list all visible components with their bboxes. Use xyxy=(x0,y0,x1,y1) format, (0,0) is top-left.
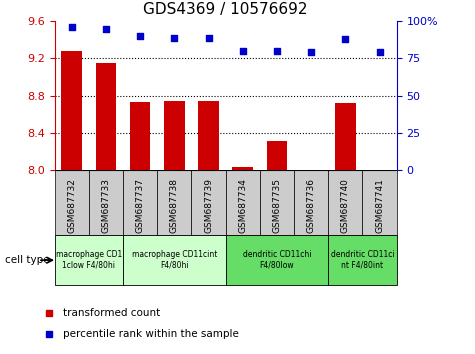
FancyBboxPatch shape xyxy=(55,235,123,285)
FancyBboxPatch shape xyxy=(294,170,328,235)
Text: percentile rank within the sample: percentile rank within the sample xyxy=(64,329,239,339)
Point xyxy=(171,35,178,40)
FancyBboxPatch shape xyxy=(55,170,89,235)
Point xyxy=(102,26,110,32)
Text: dendritic CD11chi
F4/80low: dendritic CD11chi F4/80low xyxy=(243,251,311,270)
Text: macrophage CD11cint
F4/80hi: macrophage CD11cint F4/80hi xyxy=(132,251,217,270)
Point xyxy=(376,50,383,55)
Bar xyxy=(198,101,219,170)
Text: macrophage CD1
1clow F4/80hi: macrophage CD1 1clow F4/80hi xyxy=(56,251,122,270)
Point xyxy=(68,24,76,30)
Text: GSM687741: GSM687741 xyxy=(375,178,384,233)
Point xyxy=(342,36,349,42)
FancyBboxPatch shape xyxy=(123,235,226,285)
Text: GSM687736: GSM687736 xyxy=(307,178,315,233)
FancyBboxPatch shape xyxy=(89,170,123,235)
Text: cell type: cell type xyxy=(5,255,49,265)
Bar xyxy=(164,101,185,170)
Point xyxy=(273,48,281,54)
FancyBboxPatch shape xyxy=(226,170,260,235)
Bar xyxy=(61,51,82,170)
Bar xyxy=(95,63,116,170)
Bar xyxy=(130,102,151,170)
FancyBboxPatch shape xyxy=(260,170,294,235)
Title: GDS4369 / 10576692: GDS4369 / 10576692 xyxy=(143,2,308,17)
Text: GSM687735: GSM687735 xyxy=(273,178,281,233)
Bar xyxy=(266,141,287,170)
Point xyxy=(136,33,144,39)
FancyBboxPatch shape xyxy=(328,235,397,285)
Point xyxy=(239,48,247,54)
Text: GSM687738: GSM687738 xyxy=(170,178,179,233)
Bar xyxy=(232,167,253,170)
Bar xyxy=(335,103,356,170)
FancyBboxPatch shape xyxy=(362,170,397,235)
Point xyxy=(307,50,315,55)
FancyBboxPatch shape xyxy=(226,235,328,285)
FancyBboxPatch shape xyxy=(157,170,191,235)
Text: GSM687737: GSM687737 xyxy=(136,178,144,233)
FancyBboxPatch shape xyxy=(328,170,362,235)
Text: GSM687733: GSM687733 xyxy=(102,178,110,233)
Point xyxy=(205,35,212,40)
FancyBboxPatch shape xyxy=(123,170,157,235)
Text: GSM687734: GSM687734 xyxy=(238,178,247,233)
Text: GSM687740: GSM687740 xyxy=(341,178,350,233)
Text: GSM687732: GSM687732 xyxy=(67,178,76,233)
Text: GSM687739: GSM687739 xyxy=(204,178,213,233)
Text: transformed count: transformed count xyxy=(64,308,161,318)
Text: dendritic CD11ci
nt F4/80int: dendritic CD11ci nt F4/80int xyxy=(331,251,394,270)
FancyBboxPatch shape xyxy=(191,170,226,235)
